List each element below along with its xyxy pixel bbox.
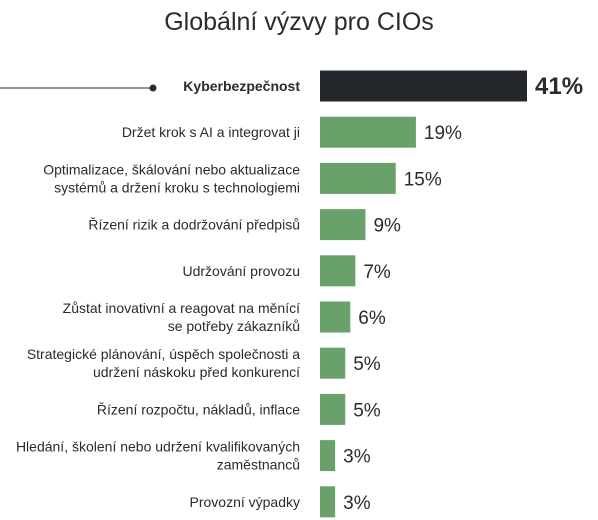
bar: [320, 162, 396, 194]
bar: [320, 255, 356, 287]
value-label: 19%: [424, 123, 462, 144]
category-label: Udržování provozu: [182, 263, 300, 279]
category-label: Provozní výpadky: [190, 494, 301, 510]
bar: [320, 486, 336, 518]
value-label: 3%: [343, 493, 371, 514]
bar: [320, 347, 346, 379]
category-label: Optimalizace, škálování nebo aktualizace: [43, 161, 300, 177]
category-label: Zůstat inovativní a reagovat na měnící: [63, 300, 300, 316]
value-label: 5%: [353, 400, 381, 421]
value-label: 15%: [404, 169, 442, 190]
value-label: 6%: [358, 308, 386, 329]
category-label: Hledání, školení nebo udržení kvalifikov…: [16, 439, 300, 455]
bar-highlight: [320, 70, 527, 102]
category-label: zaměstnanců: [217, 457, 300, 473]
category-label: Strategické plánování, úspěch společnost…: [27, 346, 300, 362]
category-label: udržení náskoku před konkurencí: [93, 364, 300, 380]
value-label: 5%: [353, 354, 381, 375]
chart-title: Globální výzvy pro CIOs: [164, 8, 434, 36]
category-label: se potřeby zákazníků: [168, 318, 300, 334]
bar: [320, 209, 366, 241]
category-label: Řízení rozpočtu, nákladů, inflace: [97, 401, 300, 417]
category-label: systémů a držení kroku s technologiemi: [54, 179, 300, 195]
bar: [320, 393, 346, 425]
category-label: Řízení rizik a dodržování předpisů: [88, 217, 300, 233]
category-label: Kyberbezpečnost: [183, 78, 300, 94]
category-label: Držet krok s AI a integrovat ji: [122, 124, 300, 140]
bar: [320, 440, 336, 472]
value-label: 41%: [535, 73, 583, 100]
highlight-pointer-dot: [149, 84, 157, 92]
bar: [320, 301, 351, 333]
value-label: 3%: [343, 447, 371, 468]
value-label: 9%: [373, 216, 401, 237]
bar: [320, 116, 416, 148]
value-label: 7%: [363, 262, 391, 283]
